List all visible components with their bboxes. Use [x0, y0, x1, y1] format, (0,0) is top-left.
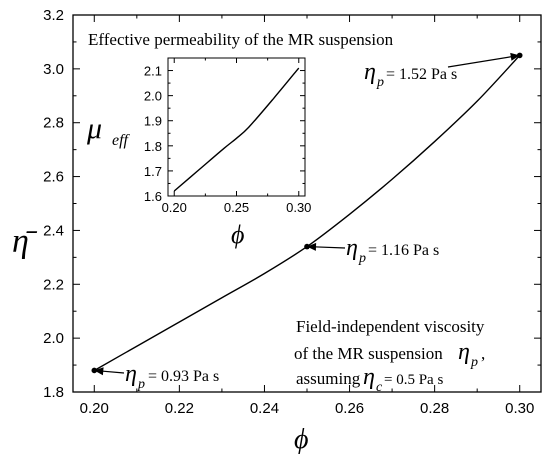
- note-line-3-prefix: assuming: [296, 369, 361, 388]
- y-tick-label: 2.0: [144, 89, 162, 104]
- y-tick-label: 2.4: [43, 222, 64, 239]
- y-tick-label: 1.7: [144, 164, 162, 179]
- annotation-value: = 0.93 Pa s: [148, 368, 219, 385]
- inset-x-axis-label: ϕ: [231, 220, 244, 249]
- series-line: [174, 68, 299, 191]
- svg-text:η̄: η̄: [12, 223, 38, 260]
- note-line-1: Field-independent viscosity: [296, 317, 485, 336]
- main-x-axis-label: ϕ: [294, 424, 309, 455]
- y-tick-label: 1.8: [43, 384, 64, 401]
- y-tick-label: 2.8: [43, 115, 64, 132]
- note-comma: ,: [481, 344, 485, 363]
- x-tick-label: 0.30: [505, 400, 534, 417]
- annotation-eta-symbol: η: [364, 59, 376, 85]
- note-eta-subscript: p: [470, 355, 478, 370]
- x-tick-label: 0.20: [80, 400, 109, 417]
- annotation-arrow: [448, 55, 520, 67]
- x-tick-label: 0.20: [162, 200, 187, 215]
- inset-y-axis-label: μ: [86, 112, 102, 145]
- annotation-eta-p-093: η p = 0.93 Pa s: [125, 361, 219, 392]
- x-tick-label: 0.28: [420, 400, 449, 417]
- x-tick-label: 0.30: [286, 200, 311, 215]
- note-eta-c-value: = 0.5 Pa s: [384, 372, 443, 388]
- main-y-axis-label: η̄: [12, 223, 38, 260]
- y-tick-label: 3.2: [43, 7, 64, 24]
- y-tick-label: 2.1: [144, 64, 162, 79]
- inset-chart: 0.20 0.25 0.30 1.6 1.7 1.8 1.9 2.0 2.1: [144, 58, 312, 215]
- x-tick-label: 0.25: [224, 200, 249, 215]
- annotation-value: = 1.16 Pa s: [368, 242, 439, 259]
- annotation-value: = 1.52 Pa s: [386, 66, 457, 83]
- annotation-eta-symbol: η: [125, 361, 137, 387]
- viscosity-note: Field-independent viscosity of the MR su…: [294, 317, 485, 395]
- y-tick-label: 1.6: [144, 189, 162, 204]
- note-eta-c-subscript: c: [376, 380, 383, 395]
- annotation-eta-p-152: η p = 1.52 Pa s: [364, 59, 457, 90]
- note-line-2: of the MR suspension: [294, 344, 443, 363]
- annotation-eta-subscript: p: [376, 75, 384, 90]
- y-tick-label: 1.9: [144, 114, 162, 129]
- y-tick-label: 2.6: [43, 169, 64, 186]
- plot-frame: [168, 58, 305, 196]
- y-tick-label: 3.0: [43, 61, 64, 78]
- annotation-eta-p-116: η p = 1.16 Pa s: [346, 235, 439, 266]
- annotation-eta-symbol: η: [346, 235, 358, 261]
- annotation-eta-subscript: p: [137, 377, 145, 392]
- annotation-eta-subscript: p: [358, 251, 366, 266]
- inset-y-axis-label-subscript: eff: [112, 132, 131, 149]
- x-tick-label: 0.26: [335, 400, 364, 417]
- x-tick-label: 0.22: [165, 400, 194, 417]
- inset-title: Effective permeability of the MR suspens…: [88, 30, 394, 49]
- y-tick-label: 2.2: [43, 276, 64, 293]
- y-tick-label: 2.0: [43, 330, 64, 347]
- note-eta-c-symbol: η: [363, 364, 375, 390]
- x-tick-label: 0.24: [250, 400, 279, 417]
- y-tick-label: 1.8: [144, 139, 162, 154]
- note-eta-symbol: η: [458, 339, 470, 365]
